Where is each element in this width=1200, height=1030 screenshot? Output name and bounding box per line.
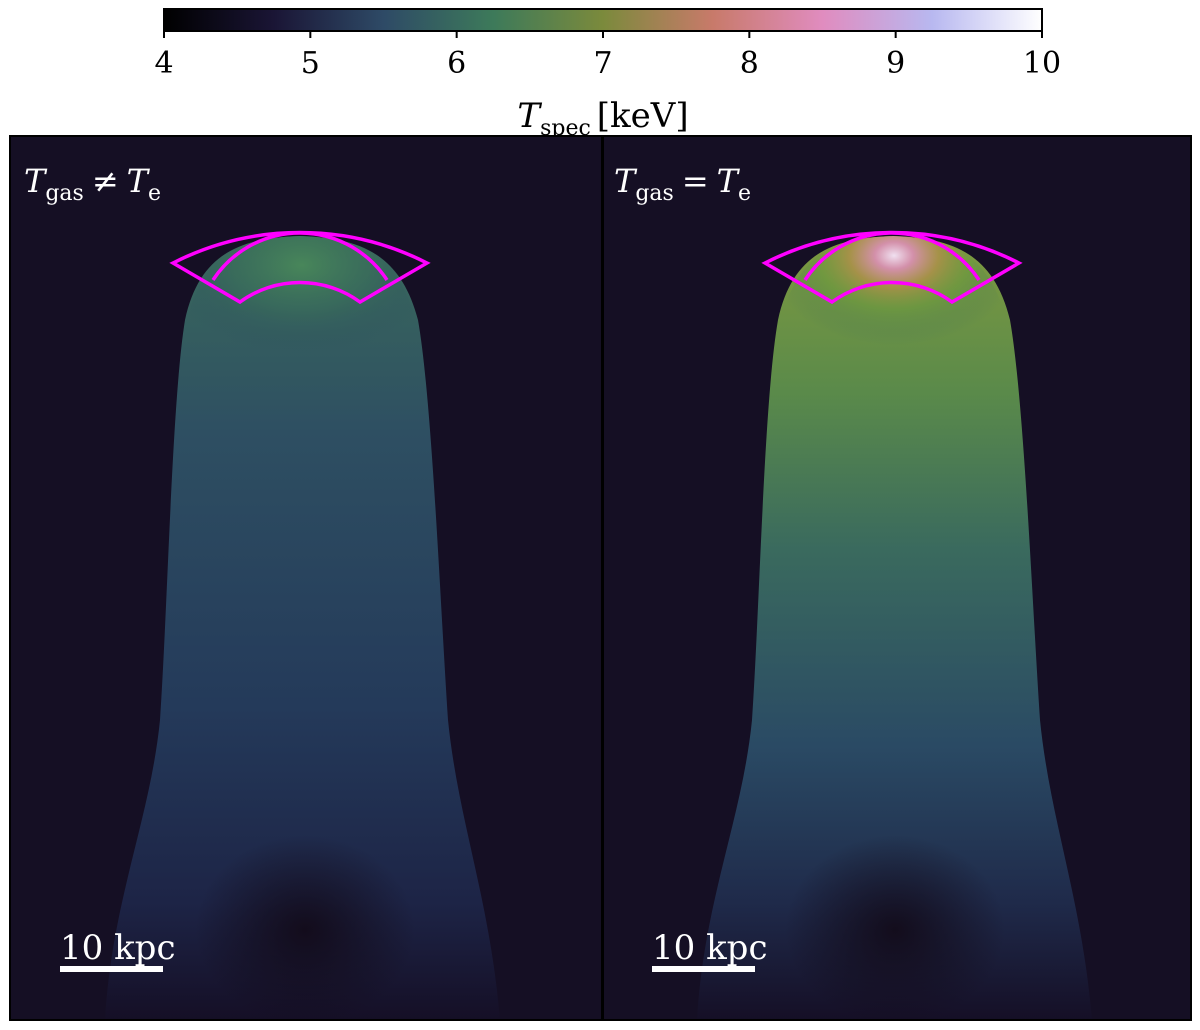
colorbar-tick-label: 7 xyxy=(593,46,612,81)
plume-left-base-shadow xyxy=(195,835,415,1020)
colorbar: 4 5 6 7 8 9 10 Tspec [keV] xyxy=(154,8,1061,141)
colorbar-gradient xyxy=(163,8,1043,32)
plume-right xyxy=(697,236,1092,1020)
annulus-sector-left xyxy=(169,230,431,305)
panel-right: Tgas = Te 10 kpc xyxy=(602,135,1192,1021)
scale-bar-right xyxy=(652,966,755,972)
colorbar-title: Tspec [keV] xyxy=(517,96,688,141)
scale-bar-left xyxy=(60,966,163,972)
colorbar-tick-label: 5 xyxy=(301,46,320,81)
colorbar-ticks: 4 5 6 7 8 9 10 xyxy=(154,31,1061,81)
colorbar-tick-label: 10 xyxy=(1023,46,1061,81)
plume-right-cap xyxy=(778,236,1010,399)
panel-right-label: Tgas = Te xyxy=(614,162,751,206)
scale-bar-left-label: 10 kpc xyxy=(60,928,175,968)
annulus-sector-right xyxy=(761,230,1023,305)
colorbar-tick-label: 8 xyxy=(740,46,759,81)
panel-left: Tgas ≠ Te 10 kpc xyxy=(9,135,603,1021)
scale-bar-right-label: 10 kpc xyxy=(652,928,767,968)
colorbar-tick-label: 9 xyxy=(886,46,905,81)
plume-left-cap xyxy=(185,236,418,383)
plume-left xyxy=(105,236,500,1020)
colorbar-tick-label: 4 xyxy=(154,46,173,81)
colorbar-tick-label: 6 xyxy=(447,46,466,81)
plume-right-base-shadow xyxy=(785,835,1005,1020)
panel-left-label: Tgas ≠ Te xyxy=(24,162,161,206)
